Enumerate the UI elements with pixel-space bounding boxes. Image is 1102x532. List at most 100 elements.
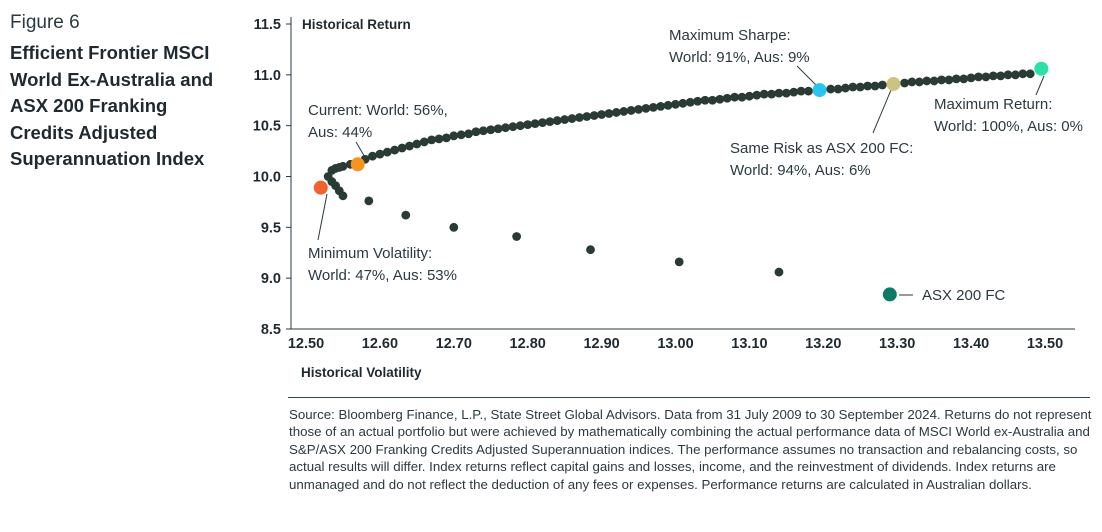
asx-200-fc-marker bbox=[882, 287, 897, 302]
frontier-point bbox=[368, 151, 377, 161]
figure-title: Efficient Frontier MSCI World Ex-Austral… bbox=[10, 42, 214, 169]
inefficient-point bbox=[512, 232, 522, 241]
frontier-point bbox=[878, 80, 887, 90]
frontier-point bbox=[530, 119, 540, 129]
maximum-return-marker bbox=[1034, 61, 1049, 76]
frontier-point bbox=[796, 86, 806, 96]
frontier-point bbox=[338, 161, 348, 171]
frontier-point bbox=[560, 115, 570, 124]
x-tick-label: 13.00 bbox=[657, 336, 693, 352]
frontier-point bbox=[589, 111, 599, 120]
inefficient-point bbox=[364, 196, 374, 206]
x-axis-title: Historical Volatility bbox=[301, 365, 422, 380]
x-tick-label: 12.90 bbox=[583, 336, 619, 352]
frontier-point bbox=[708, 95, 717, 105]
frontier-point bbox=[730, 92, 740, 102]
frontier-point bbox=[464, 129, 473, 139]
frontier-point bbox=[648, 102, 658, 112]
frontier-point bbox=[988, 71, 998, 81]
maximum-return-label: Maximum Return: bbox=[934, 96, 1052, 113]
frontier-point bbox=[641, 103, 651, 113]
same-risk-as-asx-200-fc-label: World: 94%, Aus: 6% bbox=[730, 162, 871, 179]
current-label: Current: World: 56%, bbox=[308, 102, 448, 119]
frontier-point bbox=[375, 149, 385, 159]
frontier-point bbox=[804, 86, 813, 96]
frontier-point bbox=[611, 108, 621, 117]
frontier-point bbox=[870, 81, 880, 91]
frontier-point bbox=[671, 99, 680, 109]
frontier-point bbox=[759, 89, 769, 99]
x-tick-label: 12.70 bbox=[436, 336, 472, 352]
same-risk-as-asx-200-fc-label: Same Risk as ASX 200 FC: bbox=[730, 140, 913, 157]
y-tick-label: 10.0 bbox=[253, 170, 281, 186]
frontier-point bbox=[752, 90, 762, 100]
frontier-point bbox=[900, 78, 909, 88]
inefficient-point bbox=[401, 210, 411, 220]
frontier-point bbox=[996, 71, 1006, 81]
inefficient-point bbox=[338, 191, 348, 201]
frontier-point bbox=[833, 84, 843, 94]
frontier-point bbox=[471, 127, 481, 137]
footnote-divider bbox=[288, 397, 1090, 398]
frontier-point bbox=[1018, 69, 1028, 79]
frontier-point bbox=[552, 116, 562, 125]
frontier-point bbox=[449, 131, 459, 141]
current-leader-line bbox=[355, 141, 367, 160]
frontier-point bbox=[486, 125, 496, 135]
frontier-point bbox=[456, 130, 466, 140]
frontier-point bbox=[567, 114, 577, 123]
frontier-point bbox=[626, 106, 636, 115]
inefficient-point bbox=[586, 245, 595, 255]
frontier-point bbox=[922, 76, 932, 86]
frontier-point bbox=[966, 73, 976, 83]
frontier-point bbox=[774, 88, 784, 98]
frontier-point bbox=[737, 92, 747, 102]
frontier-point bbox=[789, 87, 799, 97]
frontier-point bbox=[951, 74, 961, 84]
frontier-point bbox=[678, 98, 688, 108]
maximum-sharpe-leader-line bbox=[796, 65, 818, 87]
frontier-point bbox=[575, 113, 584, 122]
x-tick-label: 13.40 bbox=[953, 336, 989, 352]
y-tick-label: 9.5 bbox=[261, 220, 281, 236]
frontier-point bbox=[582, 112, 592, 121]
frontier-point bbox=[493, 124, 503, 134]
frontier-point bbox=[663, 100, 673, 110]
current-label: Aus: 44% bbox=[308, 124, 372, 141]
y-tick-label: 11.0 bbox=[254, 68, 281, 84]
figure-label: Figure 6 bbox=[10, 12, 80, 33]
y-tick-label: 8.5 bbox=[261, 322, 281, 338]
y-axis-title: Historical Return bbox=[302, 17, 411, 32]
frontier-point bbox=[929, 76, 939, 86]
x-tick-label: 13.10 bbox=[731, 336, 767, 352]
frontier-point bbox=[412, 139, 422, 149]
maximum-sharpe-label: Maximum Sharpe: bbox=[669, 27, 791, 44]
frontier-point bbox=[427, 135, 437, 145]
frontier-point bbox=[515, 121, 525, 131]
frontier-point bbox=[538, 118, 547, 128]
maximum-sharpe-marker bbox=[812, 83, 827, 98]
y-tick-label: 10.5 bbox=[253, 119, 281, 135]
frontier-point bbox=[1003, 70, 1013, 80]
frontier-point bbox=[693, 96, 703, 106]
frontier-point bbox=[981, 72, 991, 82]
maximum-return-leader-line bbox=[1035, 75, 1045, 96]
frontier-point bbox=[959, 74, 969, 84]
x-tick-label: 12.80 bbox=[510, 336, 546, 352]
frontier-point bbox=[907, 77, 917, 87]
frontier-point bbox=[604, 109, 614, 118]
frontier-point bbox=[944, 75, 954, 85]
inefficient-point bbox=[449, 222, 459, 232]
frontier-point bbox=[685, 97, 695, 107]
x-tick-label: 12.50 bbox=[288, 336, 324, 352]
frontier-point bbox=[656, 101, 666, 111]
frontier-point bbox=[974, 72, 983, 82]
minimum-volatility-leader-line bbox=[317, 193, 328, 241]
maximum-return-label: World: 100%, Aus: 0% bbox=[934, 118, 1083, 135]
frontier-point bbox=[397, 143, 407, 153]
frontier-point bbox=[390, 145, 400, 155]
frontier-point bbox=[442, 133, 451, 143]
frontier-point bbox=[848, 82, 858, 92]
frontier-point bbox=[715, 94, 725, 104]
frontier-point bbox=[1025, 69, 1035, 79]
